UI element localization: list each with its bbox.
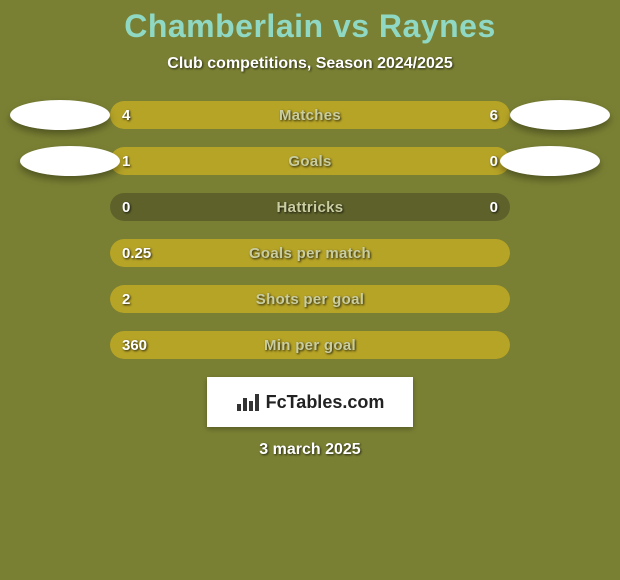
comparison-infographic: Chamberlain vs Raynes Club competitions,… <box>0 0 620 580</box>
stat-label: Min per goal <box>110 331 510 359</box>
stat-value-left: 0.25 <box>122 239 151 267</box>
brand-text: FcTables.com <box>266 392 385 413</box>
left-player-badge <box>20 146 120 176</box>
stat-value-left: 360 <box>122 331 147 359</box>
stat-value-right: 0 <box>490 193 498 221</box>
stat-label: Goals <box>110 147 510 175</box>
stats-block: Matches46Goals10Hattricks00Goals per mat… <box>0 101 620 359</box>
stat-row: Goals1 0 <box>110 147 510 175</box>
stat-value-right: 6 <box>490 101 498 129</box>
stat-label: Matches <box>110 101 510 129</box>
page-title: Chamberlain vs Raynes <box>0 0 620 45</box>
stat-row: Min per goal360 <box>110 331 510 359</box>
stat-row: Goals per match0.25 <box>110 239 510 267</box>
page-subtitle: Club competitions, Season 2024/2025 <box>0 55 620 73</box>
stat-row: Matches4 6 <box>110 101 510 129</box>
stat-value-left: 4 <box>122 101 130 129</box>
stat-label: Goals per match <box>110 239 510 267</box>
right-player-badge <box>510 100 610 130</box>
stat-label: Hattricks <box>110 193 510 221</box>
stat-value-left: 1 <box>122 147 130 175</box>
right-player-badge <box>500 146 600 176</box>
stat-value-left: 0 <box>122 193 130 221</box>
stat-row: Hattricks0 0 <box>110 193 510 221</box>
date-label: 3 march 2025 <box>0 441 620 459</box>
left-player-badge <box>10 100 110 130</box>
brand-bars-icon <box>236 392 260 412</box>
stat-value-left: 2 <box>122 285 130 313</box>
brand-badge: FcTables.com <box>207 377 413 427</box>
stat-row: Shots per goal2 <box>110 285 510 313</box>
stat-value-right: 0 <box>490 147 498 175</box>
stat-label: Shots per goal <box>110 285 510 313</box>
